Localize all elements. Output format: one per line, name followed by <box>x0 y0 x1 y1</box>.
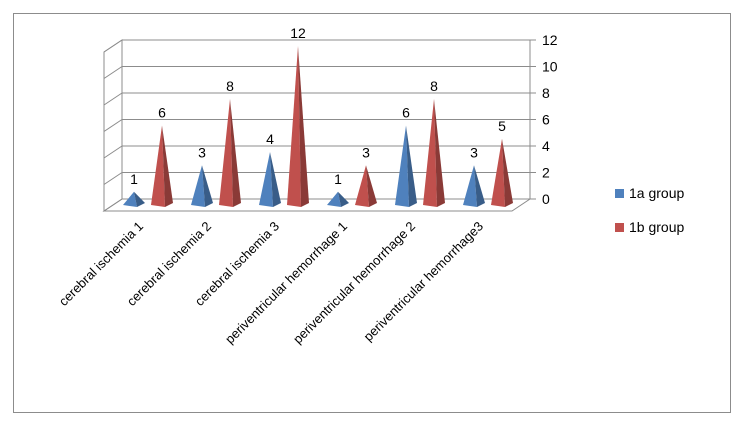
data-label: 5 <box>498 118 506 134</box>
cone-1a-light <box>463 165 477 207</box>
data-label: 3 <box>362 144 370 160</box>
data-label: 8 <box>430 78 438 94</box>
gridline-side <box>103 172 123 185</box>
y-tick-label: 12 <box>542 32 558 48</box>
legend-swatch-1b <box>615 223 624 232</box>
cone-1a-shade <box>338 191 349 207</box>
y-tick-label: 2 <box>542 165 550 181</box>
cone-1a-light <box>123 191 137 207</box>
data-label: 3 <box>198 144 206 160</box>
cone-1b-shade <box>434 99 445 207</box>
y-tick-label: 6 <box>542 112 550 128</box>
gridline-side <box>103 145 123 159</box>
category-label: periventricular hemorrhage 2 <box>290 219 418 347</box>
cone-1a-shade <box>134 191 145 207</box>
data-label: 6 <box>158 105 166 121</box>
cone-1b-shade <box>502 138 513 207</box>
cone-1b-shade <box>162 125 173 207</box>
cone-1a-shade <box>474 165 485 207</box>
cone-1b-light <box>423 99 437 207</box>
cone-1b-light <box>491 138 505 207</box>
cone-1a-light <box>327 191 341 207</box>
legend-label-1a: 1a group <box>629 185 684 201</box>
cone-1b-light <box>287 46 301 207</box>
data-label: 1 <box>334 171 342 187</box>
data-label: 3 <box>470 144 478 160</box>
data-label: 4 <box>266 131 274 147</box>
cone-1b-shade <box>366 165 377 207</box>
data-label: 8 <box>226 78 234 94</box>
cone-1b-light <box>219 99 233 207</box>
gridline-side <box>103 119 123 132</box>
gridline-side <box>103 39 123 53</box>
gridline-side <box>103 198 123 212</box>
data-label: 6 <box>402 105 410 121</box>
category-label: periventricular hemorrhage 1 <box>222 219 350 347</box>
legend-label-1b: 1b group <box>629 219 684 235</box>
y-tick-label: 8 <box>542 85 550 101</box>
cone-1a-light <box>191 165 205 207</box>
gridline-side <box>103 66 123 79</box>
data-label: 12 <box>290 25 306 41</box>
cone-1b-light <box>151 125 165 207</box>
cone-1b-shade <box>230 99 241 207</box>
cone-1a-shade <box>202 165 213 207</box>
chart-frame <box>13 13 731 413</box>
cone-1a-shade <box>406 125 417 207</box>
y-tick-label: 10 <box>542 59 558 75</box>
cone-1a-light <box>395 125 409 207</box>
data-label: 1 <box>130 171 138 187</box>
cone-1a-light <box>259 152 273 207</box>
legend-swatch-1a <box>615 189 624 198</box>
cone-1b-light <box>355 165 369 207</box>
cone-1b-shade <box>298 46 309 207</box>
gridline-side <box>103 92 123 106</box>
y-tick-label: 4 <box>542 138 550 154</box>
category-label: periventricular hemorrhage3 <box>361 219 487 345</box>
cone-1a-shade <box>270 152 281 207</box>
y-tick-label: 0 <box>542 191 550 207</box>
